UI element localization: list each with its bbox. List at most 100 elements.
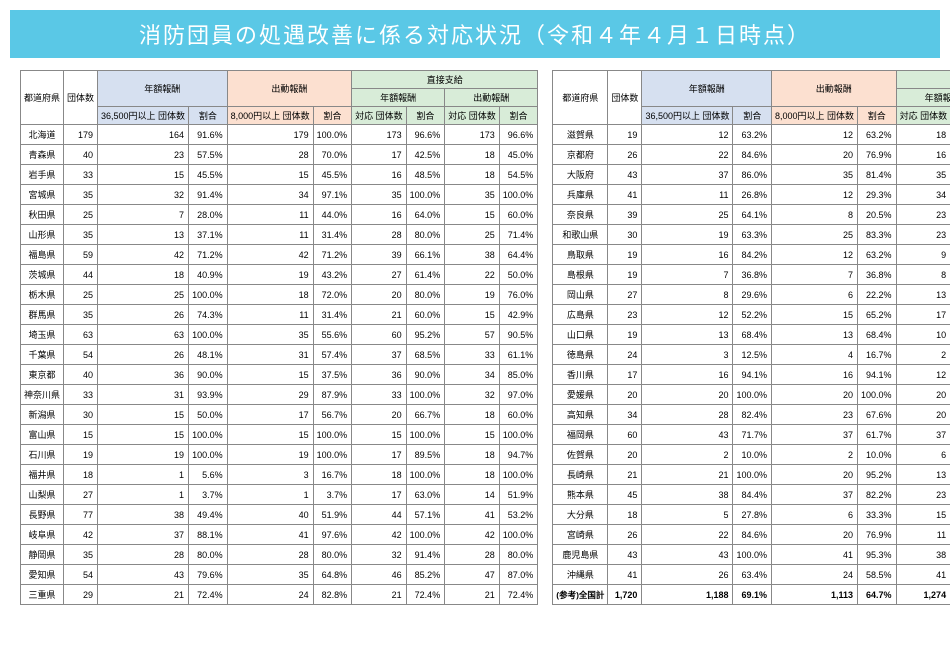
cell-dnr: 42.5% bbox=[406, 145, 445, 165]
cell-dsr: 85.0% bbox=[499, 365, 538, 385]
cell-pref: 青森県 bbox=[21, 145, 64, 165]
cell-dnc: 21 bbox=[352, 585, 407, 605]
table-row: 岩手県 33 15 45.5% 15 45.5% 16 48.5% 18 54.… bbox=[21, 165, 538, 185]
cell-dnc: 21 bbox=[352, 305, 407, 325]
table-row: 神奈川県 33 31 93.9% 29 87.9% 33 100.0% 32 9… bbox=[21, 385, 538, 405]
cell-dnc: 37 bbox=[896, 425, 950, 445]
cell-dnr: 61.4% bbox=[406, 265, 445, 285]
cell-dantai: 19 bbox=[608, 125, 642, 145]
cell-pref: 埼玉県 bbox=[21, 325, 64, 345]
cell-sc: 35 bbox=[227, 325, 313, 345]
cell-nr: 91.6% bbox=[189, 125, 228, 145]
cell-dnc: 12 bbox=[896, 365, 950, 385]
cell-dnr: 63.0% bbox=[406, 485, 445, 505]
cell-dsc: 18 bbox=[445, 145, 500, 165]
cell-dnc: 15 bbox=[896, 505, 950, 525]
cell-sc: 19 bbox=[227, 445, 313, 465]
cell-dsr: 96.6% bbox=[499, 125, 538, 145]
cell-sc: 19 bbox=[227, 265, 313, 285]
table-row: 佐賀県 20 2 10.0% 2 10.0% 6 30.0% 5 25.0% bbox=[553, 445, 950, 465]
cell-pref: 長崎県 bbox=[553, 465, 608, 485]
cell-dnc: 18 bbox=[896, 125, 950, 145]
cell-sc: 18 bbox=[227, 285, 313, 305]
cell-pref: 石川県 bbox=[21, 445, 64, 465]
table-row: 石川県 19 19 100.0% 19 100.0% 17 89.5% 18 9… bbox=[21, 445, 538, 465]
cell-dsr: 60.0% bbox=[499, 205, 538, 225]
cell-sc: 20 bbox=[772, 465, 858, 485]
cell-nc: 28 bbox=[98, 545, 189, 565]
cell-nc: 25 bbox=[98, 285, 189, 305]
cell-dsr: 76.0% bbox=[499, 285, 538, 305]
cell-pref: 茨城県 bbox=[21, 265, 64, 285]
cell-dnr: 72.4% bbox=[406, 585, 445, 605]
cell-pref: 福岡県 bbox=[553, 425, 608, 445]
cell-dnc: 23 bbox=[896, 205, 950, 225]
cell-sc: 13 bbox=[772, 325, 858, 345]
hdr-chokusetsu-group: 直接支給 bbox=[896, 71, 950, 89]
cell-dnc: 11 bbox=[896, 525, 950, 545]
cell-dantai: 40 bbox=[64, 365, 98, 385]
cell-dantai: 63 bbox=[64, 325, 98, 345]
cell-dantai: 20 bbox=[608, 385, 642, 405]
table-row: 群馬県 35 26 74.3% 11 31.4% 21 60.0% 15 42.… bbox=[21, 305, 538, 325]
cell-nr: 3.7% bbox=[189, 485, 228, 505]
cell-dnc: 34 bbox=[896, 185, 950, 205]
cell-nc: 15 bbox=[98, 165, 189, 185]
table-row: 静岡県 35 28 80.0% 28 80.0% 32 91.4% 28 80.… bbox=[21, 545, 538, 565]
hdr-pref: 都道府県 bbox=[553, 71, 608, 125]
cell-sr: 82.2% bbox=[858, 485, 897, 505]
cell-dnc: 36 bbox=[352, 365, 407, 385]
cell-nr: 94.1% bbox=[733, 365, 772, 385]
cell-nr: 79.6% bbox=[189, 565, 228, 585]
cell-pref: 宮城県 bbox=[21, 185, 64, 205]
cell-dnc: 9 bbox=[896, 245, 950, 265]
hdr-nen-ratio: 割合 bbox=[733, 107, 772, 125]
cell-nr: 100.0% bbox=[189, 325, 228, 345]
cell-nc: 37 bbox=[98, 525, 189, 545]
cell-dnc: 38 bbox=[896, 545, 950, 565]
cell-sc: 179 bbox=[227, 125, 313, 145]
cell-dsr: 54.5% bbox=[499, 165, 538, 185]
cell-dnr: 85.2% bbox=[406, 565, 445, 585]
cell-nc: 1 bbox=[98, 485, 189, 505]
cell-sc: 7 bbox=[772, 265, 858, 285]
cell-nr: 64.1% bbox=[733, 205, 772, 225]
cell-nr: 63.3% bbox=[733, 225, 772, 245]
cell-dsr: 72.4% bbox=[499, 585, 538, 605]
cell-sr: 37.5% bbox=[313, 365, 352, 385]
cell-dantai: 42 bbox=[64, 525, 98, 545]
cell-sc: 4 bbox=[772, 345, 858, 365]
table-row: 福島県 59 42 71.2% 42 71.2% 39 66.1% 38 64.… bbox=[21, 245, 538, 265]
cell-sc: 6 bbox=[772, 285, 858, 305]
cell-nr: 36.8% bbox=[733, 265, 772, 285]
cell-nr: 29.6% bbox=[733, 285, 772, 305]
cell-dnc: 20 bbox=[896, 405, 950, 425]
cell-dnc: 42 bbox=[352, 525, 407, 545]
cell-nc: 43 bbox=[642, 545, 733, 565]
cell-nc: 13 bbox=[98, 225, 189, 245]
cell-nc: 63 bbox=[98, 325, 189, 345]
cell-pref: 奈良県 bbox=[553, 205, 608, 225]
cell-nr: 40.9% bbox=[189, 265, 228, 285]
cell-sc: 37 bbox=[772, 425, 858, 445]
cell-sc: 1,113 bbox=[772, 585, 858, 605]
cell-dnc: 15 bbox=[352, 425, 407, 445]
cell-dantai: 20 bbox=[608, 445, 642, 465]
cell-dsr: 71.4% bbox=[499, 225, 538, 245]
cell-pref: (参考)全国計 bbox=[553, 585, 608, 605]
cell-dnc: 46 bbox=[352, 565, 407, 585]
cell-dantai: 19 bbox=[608, 325, 642, 345]
cell-nr: 28.0% bbox=[189, 205, 228, 225]
cell-dsr: 51.9% bbox=[499, 485, 538, 505]
cell-nc: 12 bbox=[642, 125, 733, 145]
cell-dantai: 35 bbox=[64, 305, 98, 325]
cell-dnc: 41 bbox=[896, 565, 950, 585]
cell-nr: 52.2% bbox=[733, 305, 772, 325]
cell-sc: 20 bbox=[772, 145, 858, 165]
cell-nr: 68.4% bbox=[733, 325, 772, 345]
cell-nc: 16 bbox=[642, 245, 733, 265]
cell-sc: 12 bbox=[772, 185, 858, 205]
cell-dnc: 20 bbox=[896, 385, 950, 405]
cell-dnr: 90.0% bbox=[406, 365, 445, 385]
hdr-nen-count: 36,500円以上 団体数 bbox=[642, 107, 733, 125]
